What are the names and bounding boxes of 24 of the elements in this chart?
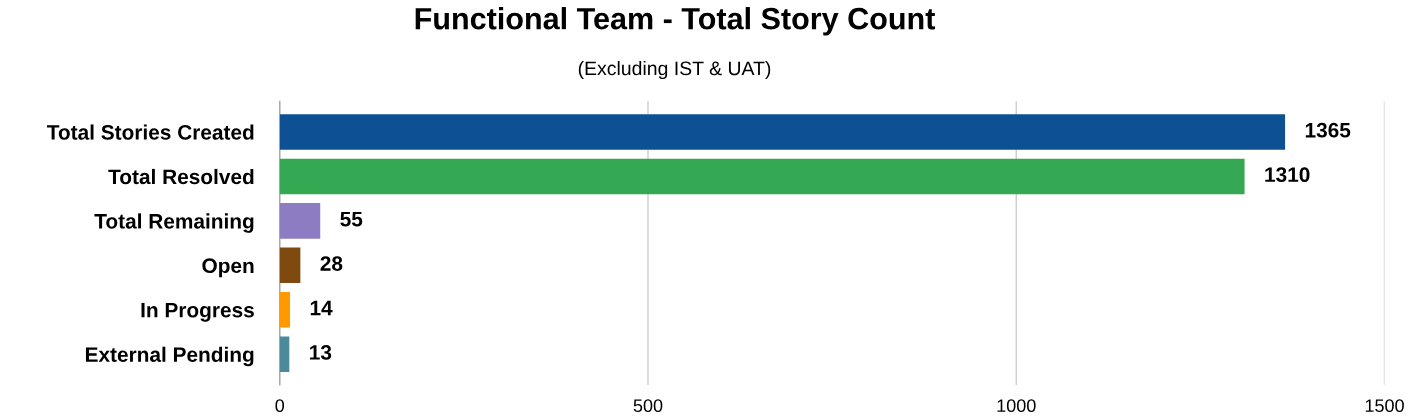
bar [279,203,321,239]
y-tick-label: In Progress [141,302,254,322]
data-label: 1365 [1305,122,1351,138]
y-tick-label: Total Resolved [108,168,254,185]
x-tick-label: 500 [633,399,663,413]
y-tick-label: Total Stories Created [46,124,254,140]
data-label: 28 [320,256,343,271]
bar [279,247,301,284]
x-tick-label: 1000 [997,399,1036,413]
data-label: 14 [310,300,333,316]
bar [279,158,1245,195]
x-tick-label: 0 [275,399,285,413]
y-tick-label: Open [202,258,254,278]
data-label: 13 [310,345,332,360]
data-label: 1310 [1265,167,1310,183]
data-label: 55 [340,211,363,227]
bar [279,336,290,372]
chart-subtitle: (Excluding IST & UAT) [578,60,771,80]
bar [279,292,291,328]
bar [279,114,1286,150]
y-tick-label: Total Remaining [94,213,254,233]
x-tick-label: 1500 [1365,399,1404,413]
chart-title: Functional Team - Total Story Count [415,7,936,36]
y-tick-label: External Pending [85,346,254,367]
